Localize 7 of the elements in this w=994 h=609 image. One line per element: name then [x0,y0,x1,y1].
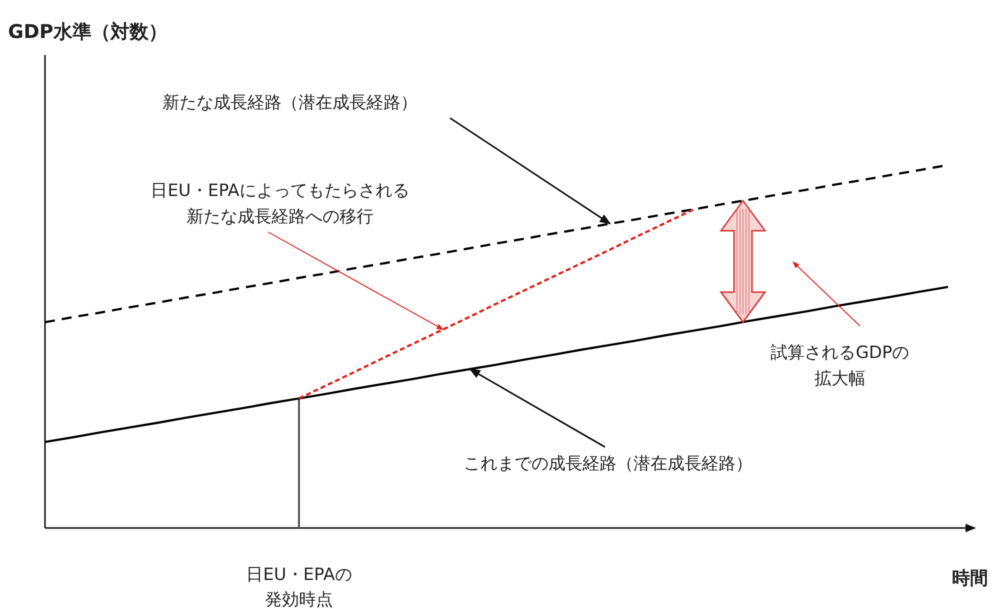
text: GDP水準（対数） [8,21,168,43]
annotation: 試算されるGDPの拡大幅 [770,343,910,389]
x-axis-title: 時間 [952,568,988,589]
annotation: 日EU・EPAによってもたらされる新たな成長経路への移行 [150,181,410,227]
text: 新たな成長経路（潜在成長経路） [162,93,418,113]
annotation: これまでの成長経路（潜在成長経路） [464,454,752,474]
text: 日EU・EPAの発効時点 [246,565,352,609]
